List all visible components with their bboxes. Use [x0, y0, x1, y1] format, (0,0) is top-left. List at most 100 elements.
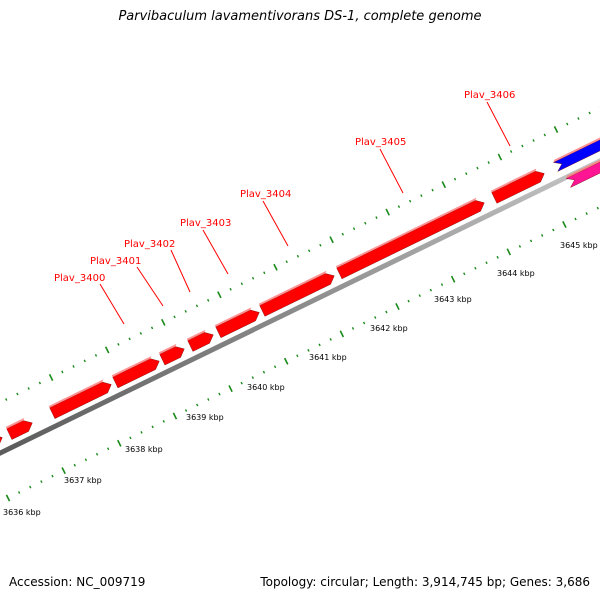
outer-tick	[431, 188, 434, 192]
gene-arrow	[336, 200, 485, 280]
inner-tick	[540, 234, 544, 237]
inner-tick	[329, 337, 332, 341]
outer-tick	[5, 398, 8, 401]
gene-label-leader	[170, 249, 191, 293]
outer-tick	[72, 365, 75, 368]
inner-tick	[5, 494, 11, 502]
inner-tick	[61, 467, 66, 475]
gene-label: Plav_3401	[90, 256, 141, 267]
map-title: Parvibaculum lavamentivorans DS-1, compl…	[118, 9, 482, 24]
genome-backbone	[0, 158, 600, 456]
gene-arrow	[491, 170, 545, 204]
accession-label: Accession:	[9, 575, 73, 589]
inner-tick	[307, 348, 310, 352]
inner-tick	[140, 430, 143, 434]
inner-tick	[474, 266, 477, 270]
outer-tick	[128, 337, 131, 341]
inner-tick	[218, 392, 221, 396]
gene-arrow	[159, 346, 185, 366]
length-label: Length:	[372, 575, 419, 589]
gene-arrow-highlight	[158, 343, 177, 355]
gene-label: Plav_3402	[124, 239, 175, 250]
gene-track	[0, 137, 600, 444]
inner-tick	[529, 239, 533, 243]
outer-tick	[543, 133, 546, 137]
outer-tick	[509, 150, 513, 153]
inner-tick	[251, 376, 254, 380]
outer-tick	[184, 309, 187, 313]
outer-tick	[83, 359, 86, 363]
inner-tick	[395, 303, 400, 311]
outer-tick	[263, 271, 266, 275]
accession-info: Accession: NC_009719	[9, 575, 145, 589]
outer-tick	[329, 236, 334, 244]
gene-label-leader	[99, 283, 125, 325]
gene-arrow-highlight	[111, 356, 152, 378]
gene-arrow-highlight	[490, 168, 537, 193]
inner-tick	[296, 354, 299, 358]
outer-tick	[104, 346, 110, 354]
gene-arrow-pink-highlight	[566, 159, 600, 179]
gene-label-leader	[202, 229, 229, 275]
inner-tick	[418, 294, 421, 297]
gene-label: Plav_3403	[180, 218, 231, 229]
gene-label-layer: Plav_3400 Plav_3401 Plav_3402 Plav_3403 Plav…	[54, 90, 515, 325]
topology-value: circular	[320, 575, 365, 589]
inner-tick	[228, 385, 233, 393]
gene-label-leader	[262, 200, 289, 247]
gene-arrow-highlight	[335, 197, 477, 268]
outer-tick	[476, 166, 479, 170]
length-value: 3,914,745 bp	[421, 575, 502, 589]
inner-tick	[117, 439, 122, 447]
outer-tick	[16, 392, 19, 396]
outer-tick	[308, 249, 311, 253]
outer-tick	[341, 232, 344, 236]
kbp-label: 3637 kbp	[64, 476, 102, 485]
outer-tick	[453, 177, 457, 181]
inner-tick	[240, 381, 243, 385]
gene-arrow	[215, 309, 260, 338]
gene-arrow	[6, 420, 33, 440]
outer-tick	[487, 161, 490, 164]
outer-tick	[352, 227, 356, 231]
outer-tick	[251, 276, 255, 280]
outer-tick	[441, 181, 447, 189]
inner-tick	[552, 228, 555, 232]
inner-tick	[429, 288, 433, 292]
kbp-label: 3642 kbp	[370, 324, 408, 333]
inner-tick	[496, 255, 499, 259]
inner-tick	[162, 420, 165, 423]
inner-tick	[463, 272, 466, 276]
inner-tick	[196, 403, 199, 407]
outer-tick	[408, 199, 412, 203]
inner-tick	[450, 275, 456, 283]
inner-tick	[362, 321, 366, 325]
inner-tick	[40, 480, 43, 483]
kbp-label: 3636 kbp	[3, 508, 41, 517]
genes-value: 3,686	[555, 575, 590, 589]
outer-tick	[285, 260, 288, 264]
outer-tick	[588, 111, 591, 115]
outer-tick	[577, 117, 580, 120]
outer-tick	[27, 387, 30, 390]
outer-tick	[364, 221, 367, 225]
genome-summary: Topology: circular; Length: 3,914,745 bp…	[260, 575, 590, 589]
inner-tick	[262, 370, 266, 374]
inner-tick	[374, 316, 377, 319]
inner-tick	[73, 463, 76, 467]
inner-tick	[574, 217, 577, 221]
gene-arrow-highlight	[48, 379, 104, 408]
outer-tick	[195, 304, 199, 308]
inner-tick	[95, 452, 99, 456]
outer-tick	[375, 216, 378, 220]
outer-tick	[161, 318, 166, 326]
inner-tick	[585, 212, 588, 215]
inner-tick	[518, 244, 522, 248]
inner-tick	[207, 398, 210, 401]
inner-tick	[84, 458, 88, 462]
outer-tick	[117, 343, 120, 346]
outer-tick	[94, 354, 98, 357]
topology-label: Topology:	[260, 575, 317, 589]
gene-arrow	[49, 381, 112, 419]
genes-label: Genes:	[509, 575, 552, 589]
